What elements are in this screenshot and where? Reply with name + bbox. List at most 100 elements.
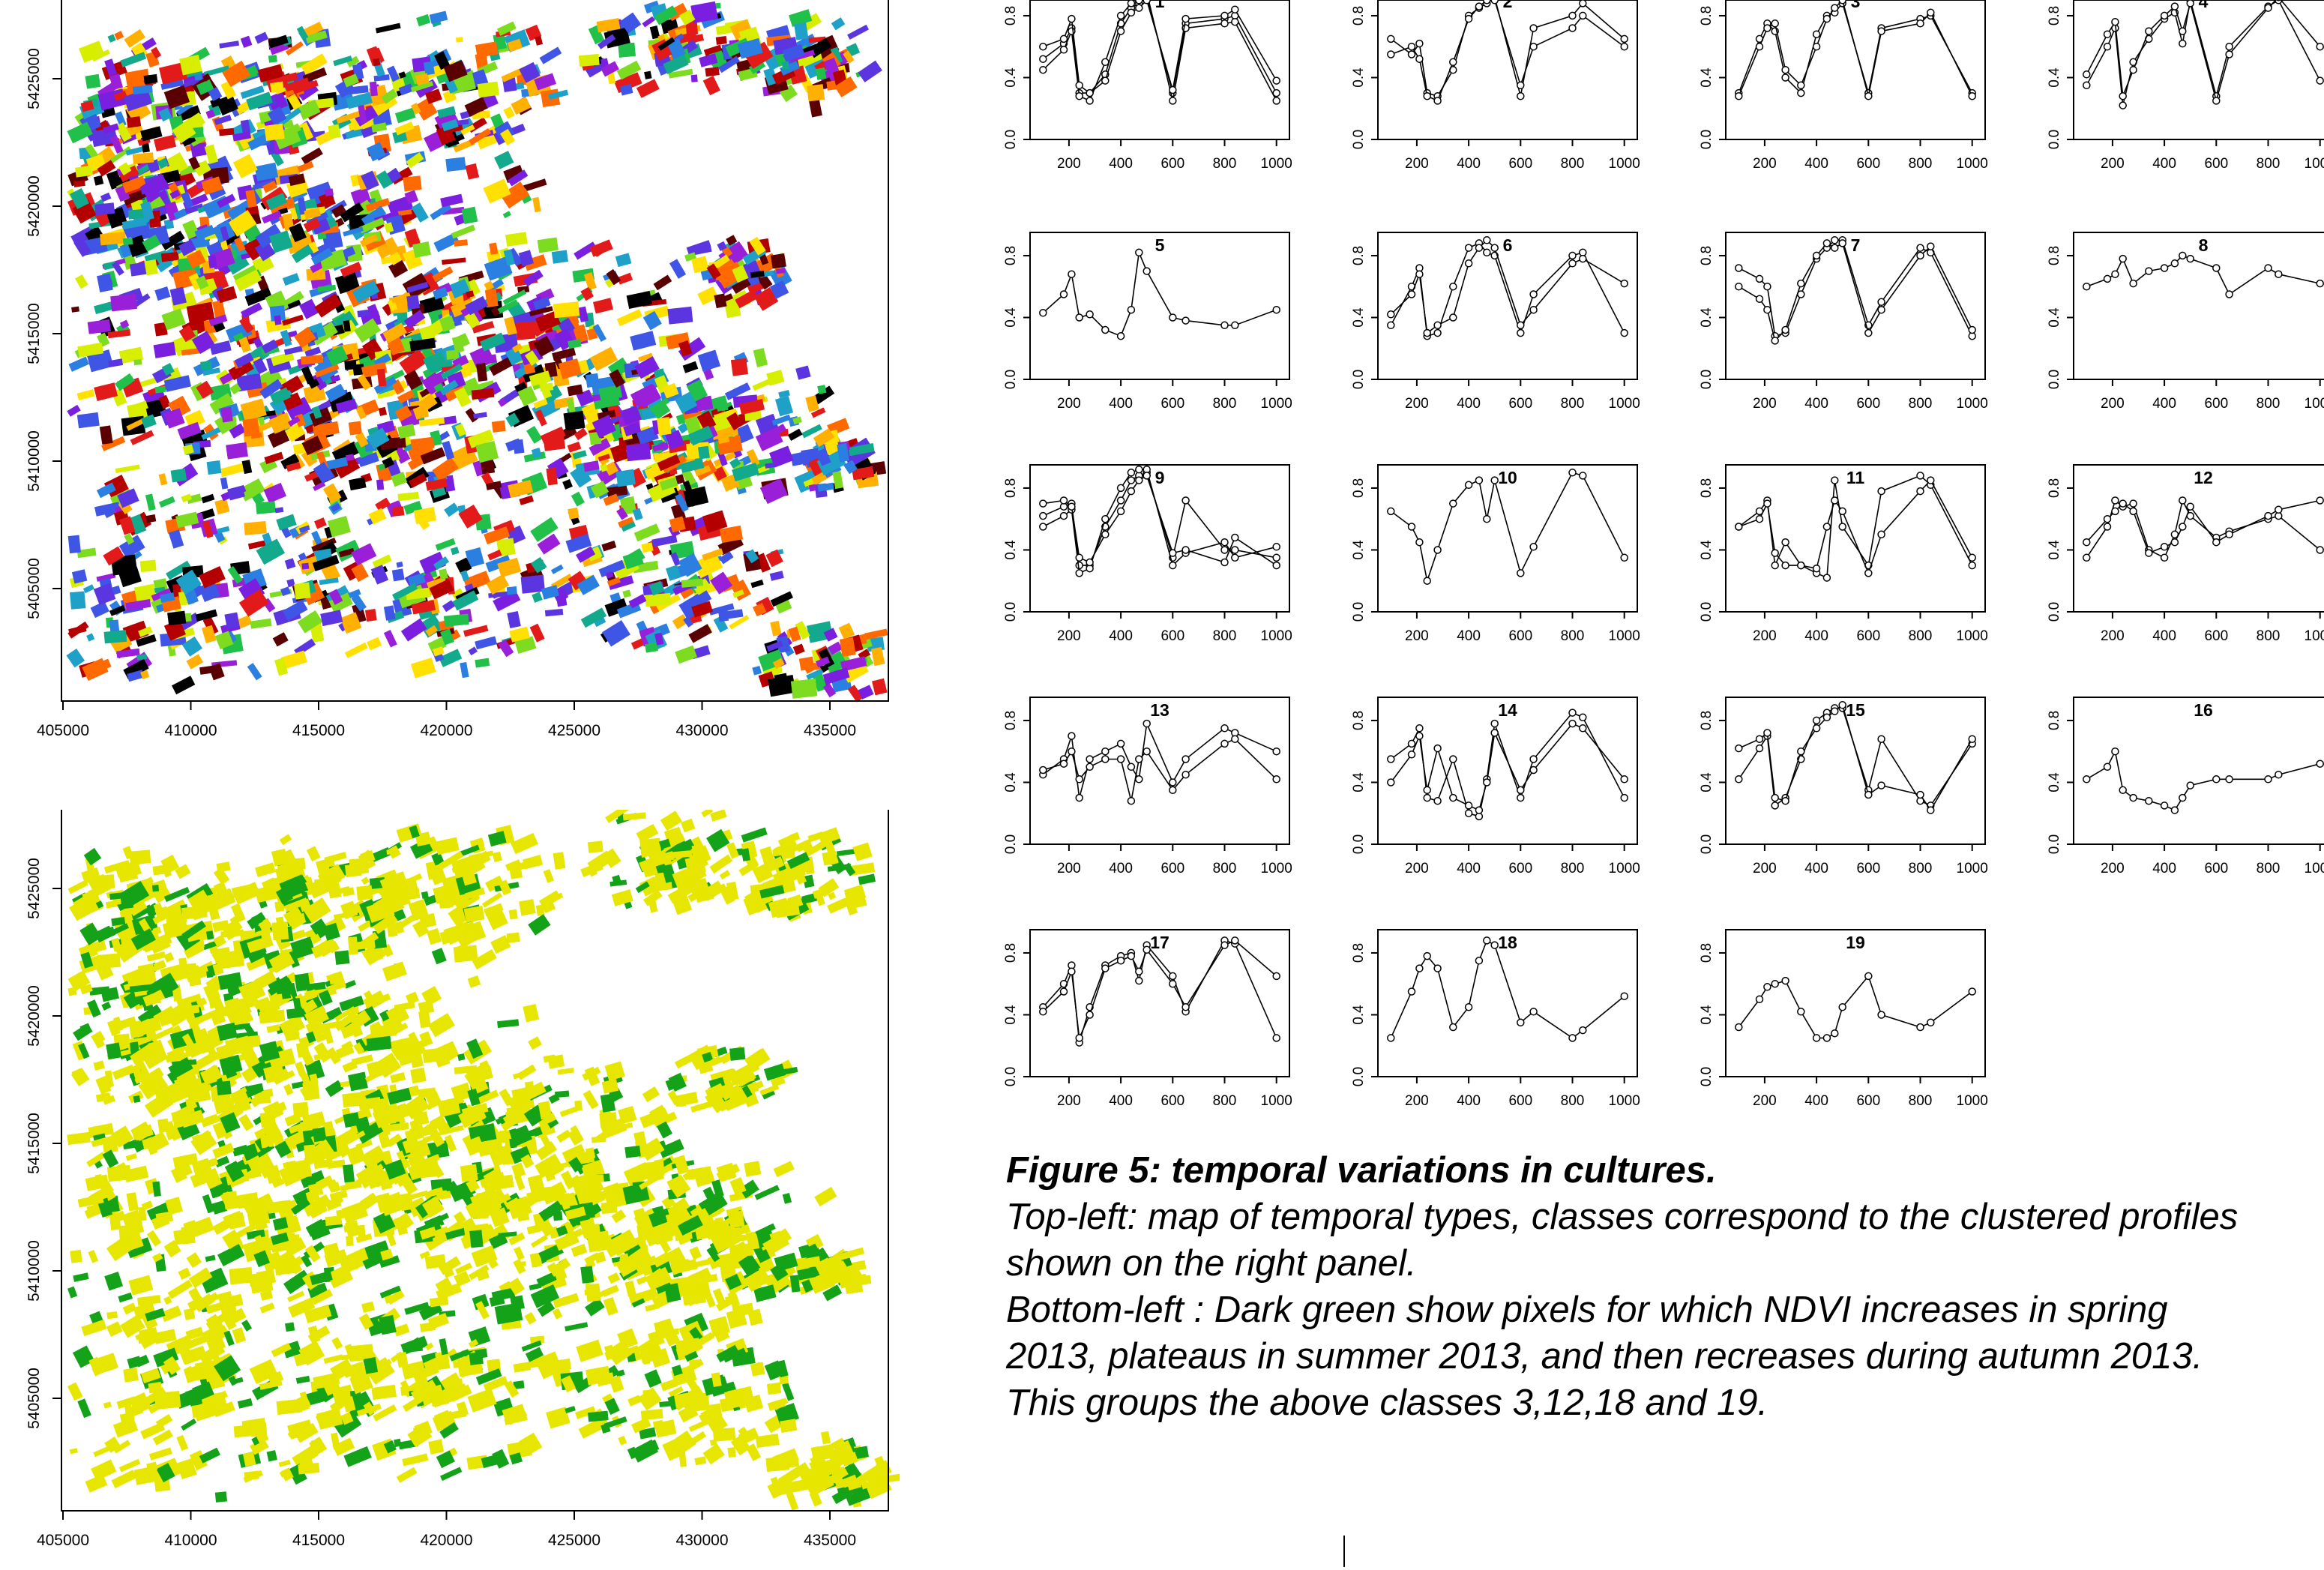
y-tick-label: 5425000 [25, 858, 43, 919]
field-parcel [249, 1359, 278, 1385]
profile-point [1231, 321, 1239, 330]
field-parcel [723, 609, 744, 620]
field-parcel [483, 1376, 508, 1392]
field-parcel [76, 412, 100, 429]
field-parcel [652, 1251, 672, 1268]
profile-point [1415, 55, 1424, 63]
field-parcel [352, 364, 365, 376]
field-parcel [343, 320, 351, 332]
field-parcel [494, 151, 514, 169]
field-parcel [805, 1233, 822, 1247]
field-parcel [316, 355, 330, 367]
field-parcel [427, 928, 442, 945]
profile-point [1620, 34, 1628, 43]
x-tick-label: 200 [1405, 396, 1429, 412]
profile-point [2212, 97, 2221, 105]
field-parcel [429, 10, 448, 24]
field-parcel [306, 981, 326, 991]
field-parcel [274, 315, 282, 325]
field-parcel [601, 1079, 619, 1094]
profile-point [1517, 81, 1525, 90]
profile-point [1387, 321, 1395, 330]
field-parcel [565, 533, 592, 553]
field-parcel [115, 122, 132, 142]
field-parcel [361, 205, 387, 227]
field-parcel [404, 228, 421, 248]
profile-point [1517, 91, 1525, 100]
field-parcel [295, 1061, 307, 1077]
field-parcel [232, 131, 252, 142]
field-parcel [668, 1386, 684, 1398]
field-parcel [349, 1009, 371, 1029]
field-parcel [102, 1137, 118, 1153]
profile-point [1181, 14, 1190, 23]
field-parcel [753, 1284, 777, 1302]
field-parcel [98, 1359, 117, 1374]
field-parcel [663, 54, 689, 74]
field-parcel [437, 1097, 461, 1117]
field-parcel [78, 1043, 90, 1059]
field-parcel [750, 271, 765, 278]
x-tick-label: 435000 [804, 1532, 856, 1549]
field-parcel [385, 1229, 397, 1247]
field-parcel [359, 1192, 379, 1210]
field-parcel [383, 605, 396, 621]
field-parcel [325, 188, 334, 196]
field-parcel [310, 933, 322, 945]
profile-point [1464, 259, 1473, 268]
field-parcel [440, 193, 463, 208]
field-parcel [109, 134, 124, 154]
field-parcel [530, 1284, 560, 1308]
field-parcel [468, 1338, 479, 1348]
field-parcel [326, 1264, 354, 1289]
field-parcel [457, 1053, 466, 1062]
field-parcel [413, 1427, 423, 1442]
field-parcel [311, 406, 322, 419]
x-tick-label: 415000 [292, 1532, 345, 1549]
field-parcel [359, 217, 385, 234]
field-parcel [453, 1211, 466, 1225]
map-frame [61, 0, 889, 702]
field-parcel [304, 346, 322, 358]
field-parcel [636, 79, 660, 98]
field-parcel [89, 986, 110, 996]
field-parcel [77, 1194, 104, 1208]
field-parcel [85, 226, 104, 244]
field-parcel [181, 905, 208, 920]
y-tick-label: 0.4 [1699, 67, 1715, 88]
field-parcel [222, 287, 233, 298]
field-parcel [575, 546, 596, 563]
field-parcel [358, 452, 379, 468]
field-parcel [301, 999, 318, 1014]
field-parcel [434, 51, 451, 70]
field-parcel [773, 1228, 792, 1246]
field-parcel [520, 1154, 535, 1169]
profile-point [1927, 8, 1935, 17]
field-parcel [396, 562, 403, 568]
field-parcel [308, 378, 320, 389]
field-parcel [128, 1392, 151, 1415]
field-parcel [305, 30, 328, 43]
field-parcel [346, 91, 373, 109]
field-parcel [67, 121, 93, 144]
field-parcel [617, 272, 633, 285]
field-parcel [334, 456, 361, 479]
field-parcel [211, 270, 229, 291]
field-parcel [425, 88, 442, 104]
field-parcel [442, 1383, 467, 1399]
profile-point [1272, 97, 1280, 105]
field-parcel [103, 123, 119, 134]
x-tick-label: 415000 [292, 722, 345, 739]
field-parcel [181, 1225, 196, 1245]
field-parcel [430, 203, 452, 220]
field-parcel [432, 457, 459, 481]
field-parcel [391, 568, 405, 582]
field-parcel [585, 373, 600, 388]
field-parcel [377, 384, 396, 395]
field-parcel [176, 102, 193, 116]
field-parcel [677, 422, 689, 434]
field-parcel [481, 1453, 503, 1469]
field-parcel [234, 352, 254, 368]
field-parcel [466, 290, 475, 298]
field-parcel [88, 885, 104, 896]
